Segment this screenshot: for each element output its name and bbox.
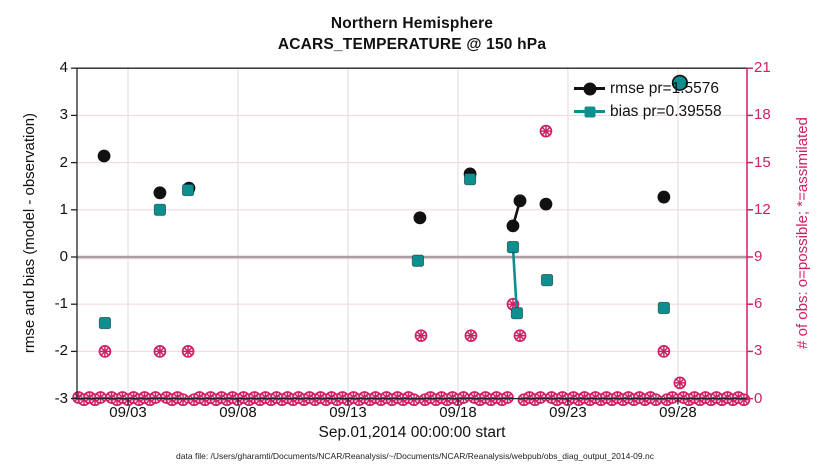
obs-count-marker (539, 124, 553, 138)
bias-point (506, 240, 520, 254)
x-tick-label: 09/18 (439, 403, 477, 421)
bias-point (98, 316, 112, 330)
x-tick-label: 09/23 (549, 403, 587, 421)
obs-count-marker (98, 345, 112, 358)
bias-point (181, 183, 195, 197)
obs-count-marker-part (515, 331, 525, 340)
bias-point (411, 254, 425, 267)
obs-count-zero-marker-part (536, 393, 545, 402)
teal-outlier-point (671, 74, 689, 91)
y-tick-label-left: 1 (59, 200, 68, 218)
bias-point (153, 203, 167, 216)
obs-count-zero-marker (737, 393, 751, 407)
obs-count-zero-marker (149, 391, 162, 404)
legend-row-rmse: rmse pr=1.5576 (574, 77, 722, 100)
obs-count-marker-part (659, 347, 668, 356)
obs-count-zero-marker (501, 391, 514, 404)
obs-count-marker (673, 376, 687, 390)
obs-count-marker-part (100, 347, 110, 356)
obs-count-marker-part (466, 331, 476, 340)
obs-count-zero-marker (457, 391, 470, 404)
x-tick-label: 09/13 (329, 403, 367, 421)
obs-count-marker-part (416, 331, 426, 340)
obs-count-zero-marker-part (459, 393, 468, 402)
bias-line-segment (511, 247, 519, 314)
y-tick-label-left: -1 (54, 295, 68, 313)
rmse-point (657, 190, 671, 204)
y-tick-label-right: 15 (754, 153, 771, 171)
obs-count-marker (464, 329, 478, 343)
rmse-point (506, 219, 520, 233)
bias-point (657, 301, 670, 315)
obs-count-zero-marker-part (178, 395, 188, 404)
y-tick-label-left: -3 (54, 389, 68, 407)
legend-label-bias: bias pr=0.39558 (610, 102, 722, 120)
obs-count-marker (181, 345, 195, 358)
obs-count-marker (513, 329, 527, 343)
x-tick-label: 09/03 (109, 403, 147, 421)
x-tick-label: 09/08 (219, 403, 257, 421)
x-tick-label: 09/28 (659, 403, 697, 421)
obs-count-zero-marker (407, 393, 421, 407)
obs-count-zero-marker (94, 391, 107, 404)
y-tick-label-right: 21 (754, 59, 771, 77)
rmse-point (153, 186, 167, 200)
y-tick-label-right: 3 (754, 342, 763, 360)
data-file-path: data file: /Users/gharamti/Documents/NCA… (176, 451, 654, 461)
y-tick-label-right: 12 (754, 200, 771, 218)
obs-count-marker (657, 345, 671, 358)
y-tick-label-right: 18 (754, 106, 771, 124)
legend: rmse pr=1.5576 bias pr=0.39558 (574, 77, 722, 123)
bias-point (510, 307, 524, 320)
obs-count-zero-marker (534, 391, 547, 404)
y-tick-label-right: 0 (754, 389, 763, 407)
bias-point (540, 274, 554, 287)
obs-count-zero-marker-part (409, 395, 419, 404)
y-tick-label-left: 2 (59, 153, 68, 171)
legend-label-rmse: rmse pr=1.5576 (610, 79, 719, 97)
x-axis-label: Sep.01,2014 00:00:00 start (318, 424, 506, 441)
obs-count-zero-marker-part (651, 395, 661, 404)
obs-count-marker-part (155, 347, 164, 356)
obs-count-zero-marker-part (151, 393, 160, 402)
obs-count-zero-marker (176, 393, 190, 407)
rmse-legend-marker-icon (574, 81, 605, 97)
y-axis-label-right: # of obs: o=possible; *=assimilated (794, 117, 811, 349)
obs-count-zero-marker-part (96, 393, 105, 402)
rmse-point (539, 197, 553, 211)
obs-count-zero-marker (666, 391, 679, 404)
obs-count-zero-marker-part (503, 393, 512, 402)
obs-count-marker (153, 345, 167, 358)
obs-count-zero-marker-part (668, 393, 677, 402)
rmse-point (413, 211, 427, 225)
y-tick-label-left: 0 (59, 248, 68, 265)
y-tick-label-left: 4 (59, 59, 68, 77)
y-tick-label-left: 3 (59, 106, 68, 124)
obs-count-marker-part (184, 347, 193, 356)
obs-count-marker (414, 329, 428, 343)
bias-legend-marker-icon (574, 104, 605, 120)
rmse-point (97, 149, 111, 163)
rmse-point (513, 194, 527, 208)
obs-count-marker-part (541, 127, 551, 136)
y-tick-label-left: -2 (54, 342, 68, 360)
y-tick-label-right: 9 (754, 248, 763, 265)
legend-row-bias: bias pr=0.39558 (574, 100, 722, 123)
chart-subtitle: ACARS_TEMPERATURE @ 150 hPa (277, 36, 547, 53)
y-tick-label-right: 6 (754, 295, 763, 313)
obs-count-marker-part (675, 378, 684, 387)
chart-title: Northern Hemisphere (330, 15, 494, 32)
bias-point (463, 173, 477, 186)
